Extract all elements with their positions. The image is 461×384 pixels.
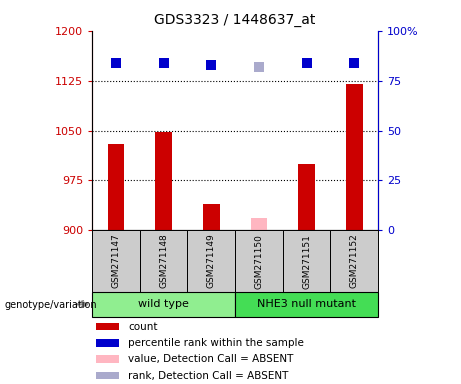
Bar <box>96 355 119 363</box>
Bar <box>96 339 119 347</box>
Point <box>303 60 310 66</box>
Text: count: count <box>128 321 158 331</box>
Bar <box>203 204 219 230</box>
Bar <box>346 84 362 230</box>
Point <box>207 61 215 68</box>
Text: rank, Detection Call = ABSENT: rank, Detection Call = ABSENT <box>128 371 289 381</box>
Point <box>350 60 358 66</box>
Bar <box>96 323 119 331</box>
Text: GSM271149: GSM271149 <box>207 234 216 288</box>
Bar <box>331 230 378 292</box>
Text: percentile rank within the sample: percentile rank within the sample <box>128 338 304 348</box>
Text: NHE3 null mutant: NHE3 null mutant <box>257 299 356 310</box>
Bar <box>108 144 124 230</box>
Bar <box>155 132 172 230</box>
Point <box>255 64 263 70</box>
Text: genotype/variation: genotype/variation <box>5 300 97 310</box>
Bar <box>96 372 119 379</box>
Text: GSM271147: GSM271147 <box>112 234 120 288</box>
Bar <box>298 164 315 230</box>
Bar <box>92 230 140 292</box>
Point <box>160 60 167 66</box>
Bar <box>140 230 188 292</box>
Text: GSM271151: GSM271151 <box>302 234 311 288</box>
Text: GSM271152: GSM271152 <box>350 234 359 288</box>
Text: GSM271148: GSM271148 <box>159 234 168 288</box>
Bar <box>283 230 331 292</box>
Point <box>112 60 120 66</box>
Bar <box>235 230 283 292</box>
Text: GSM271150: GSM271150 <box>254 234 263 288</box>
Text: value, Detection Call = ABSENT: value, Detection Call = ABSENT <box>128 354 294 364</box>
Bar <box>92 292 235 317</box>
Bar <box>188 230 235 292</box>
Text: wild type: wild type <box>138 299 189 310</box>
Bar <box>251 218 267 230</box>
Bar <box>235 292 378 317</box>
Title: GDS3323 / 1448637_at: GDS3323 / 1448637_at <box>154 13 316 27</box>
